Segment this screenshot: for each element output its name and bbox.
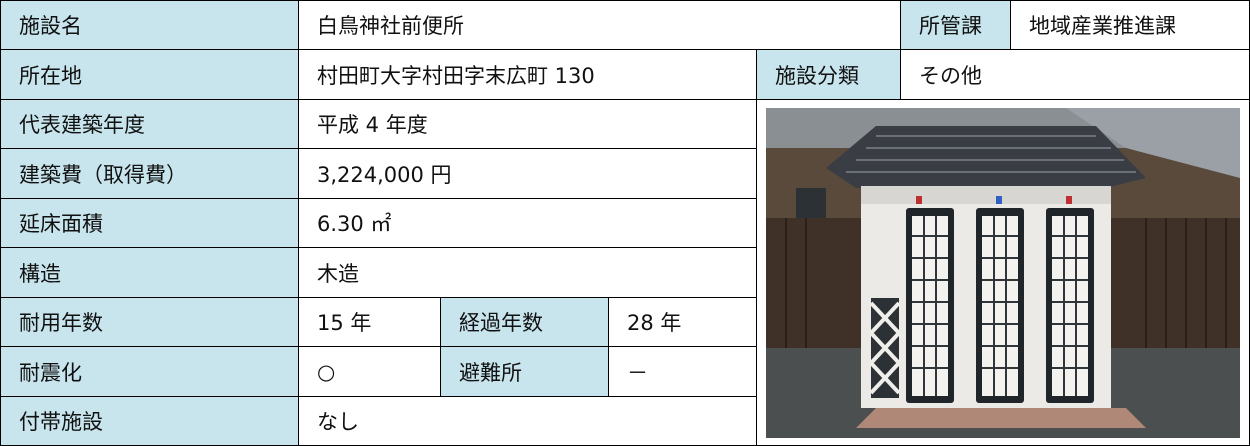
value-cell: 木造: [298, 247, 757, 298]
value-cell: 28 年: [608, 297, 757, 347]
value-cell: なし: [298, 396, 757, 446]
label-cell: 耐用年数: [0, 297, 299, 347]
facility-photo: [766, 108, 1240, 438]
label-cell: 所在地: [0, 49, 299, 100]
label-cell: 延床面積: [0, 198, 299, 248]
value-cell: ○: [298, 346, 441, 397]
value-cell: 平成 4 年度: [298, 99, 757, 149]
value-cell: －: [608, 346, 757, 397]
value-cell: 村田町大字村田字末広町 130: [298, 49, 757, 100]
label-cell: 所管課: [900, 0, 1011, 50]
label-cell: 耐震化: [0, 346, 299, 397]
label-cell: 構造: [0, 247, 299, 298]
value-cell: 6.30 ㎡: [298, 198, 757, 248]
value-cell: 地域産業推進課: [1010, 0, 1250, 50]
value-cell: 白鳥神社前便所: [298, 0, 901, 50]
photo-cell: [756, 99, 1250, 446]
value-cell: 3,224,000 円: [298, 148, 757, 199]
label-cell: 経過年数: [440, 297, 609, 347]
label-cell: 避難所: [440, 346, 609, 397]
value-cell: その他: [900, 49, 1250, 100]
label-cell: 代表建築年度: [0, 99, 299, 149]
label-cell: 施設名: [0, 0, 299, 50]
label-cell: 施設分類: [756, 49, 901, 100]
value-cell: 15 年: [298, 297, 441, 347]
label-cell: 付帯施設: [0, 396, 299, 446]
label-cell: 建築費（取得費）: [0, 148, 299, 199]
